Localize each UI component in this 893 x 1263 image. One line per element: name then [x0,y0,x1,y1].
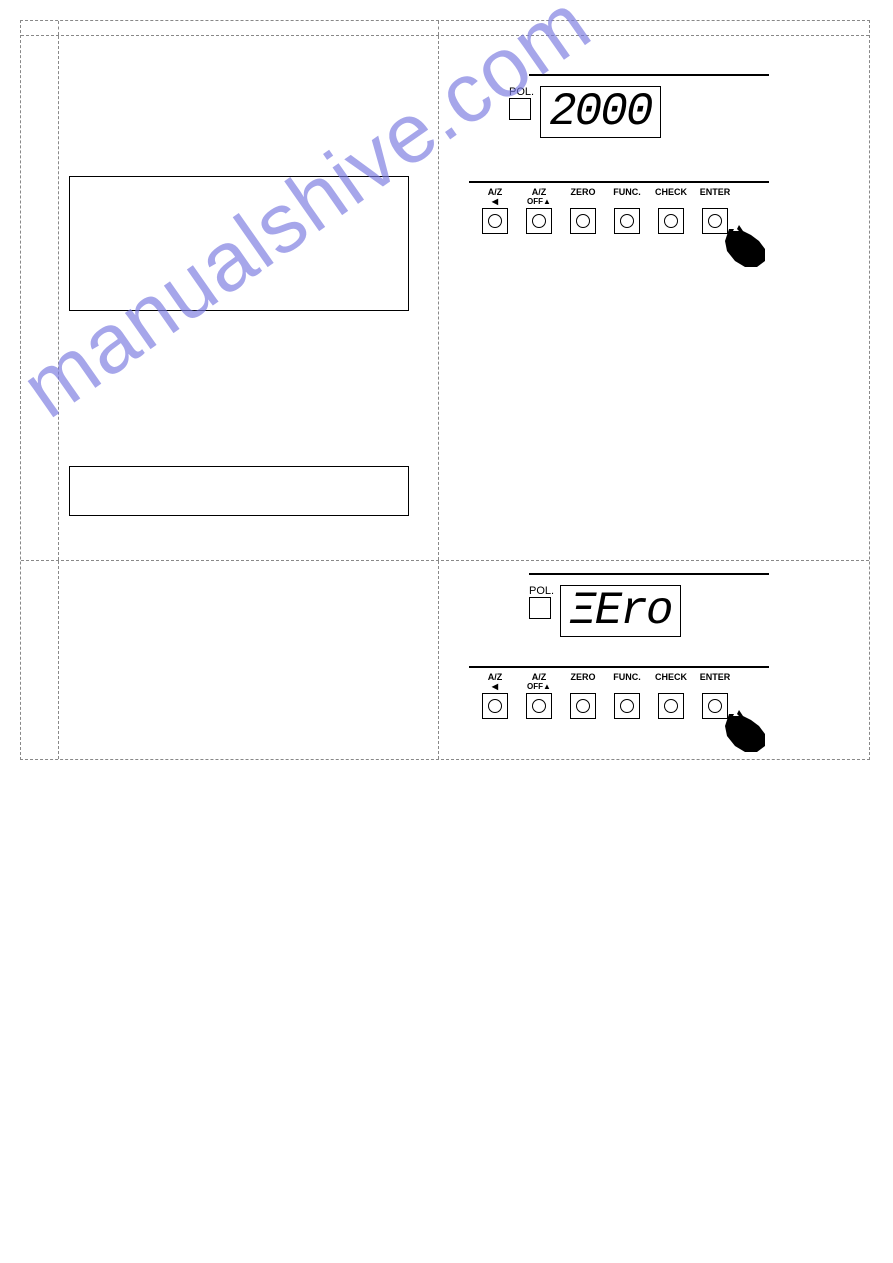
pol-label: POL. [509,86,534,98]
button-circle [488,699,502,713]
table-header-row [21,21,869,36]
divider-line [529,74,769,76]
button-box [614,208,640,234]
button-label: CHECK [655,673,687,691]
divider-line [469,666,769,668]
divider-line [529,573,769,575]
document-page: POL. 2000 A/Z◀ A/ZOFF▲ ZERO [20,20,870,760]
zero-button[interactable]: ZERO [565,188,601,234]
func-button[interactable]: FUNC. [609,188,645,234]
pol-box [509,98,531,120]
button-box [658,693,684,719]
button-label: ENTER [700,188,731,206]
button-row: A/Z◀ A/ZOFF▲ ZERO FUNC. CHECK [477,188,733,234]
button-circle [620,214,634,228]
button-label: A/Z◀ [488,188,503,206]
display-group: POL. ΞEro [529,585,681,637]
button-box [482,693,508,719]
header-cell-2 [59,21,439,35]
zero-button[interactable]: ZERO [565,673,601,719]
check-button[interactable]: CHECK [653,188,689,234]
button-circle [532,214,546,228]
az-off-button[interactable]: A/ZOFF▲ [521,673,557,719]
button-label: CHECK [655,188,687,206]
display-value: ΞEro [569,588,671,634]
pol-label: POL. [529,585,554,597]
note-box [69,176,409,311]
button-label: ENTER [700,673,731,691]
button-label: FUNC. [613,188,641,206]
az-left-button[interactable]: A/Z◀ [477,673,513,719]
check-button[interactable]: CHECK [653,673,689,719]
header-cell-1 [21,21,59,35]
pointing-hand-icon [719,706,769,756]
button-label: A/ZOFF▲ [527,673,551,691]
panel-cell: POL. ΞEro A/Z◀ A/ZOFF▲ ZERO [439,561,869,759]
button-circle [576,214,590,228]
button-label: A/ZOFF▲ [527,188,551,206]
note-box [69,466,409,516]
button-circle [576,699,590,713]
table-row: POL. ΞEro A/Z◀ A/ZOFF▲ ZERO [21,561,869,759]
az-off-button[interactable]: A/ZOFF▲ [521,188,557,234]
func-button[interactable]: FUNC. [609,673,645,719]
button-label: ZERO [570,188,595,206]
button-circle [664,214,678,228]
description-cell [59,36,439,560]
panel-cell: POL. 2000 A/Z◀ A/ZOFF▲ ZERO [439,36,869,560]
button-box [482,208,508,234]
button-circle [532,699,546,713]
button-circle [620,699,634,713]
button-box [570,208,596,234]
button-label: FUNC. [613,673,641,691]
pol-indicator: POL. [509,86,534,120]
button-box [526,693,552,719]
button-box [526,208,552,234]
pol-indicator: POL. [529,585,554,619]
button-circle [664,699,678,713]
divider-line [469,181,769,183]
button-box [614,693,640,719]
button-circle [488,214,502,228]
button-label: ZERO [570,673,595,691]
button-box [658,208,684,234]
step-number-cell [21,36,59,560]
lcd-display: ΞEro [560,585,680,637]
table-row: POL. 2000 A/Z◀ A/ZOFF▲ ZERO [21,36,869,561]
display-group: POL. 2000 [509,86,661,138]
az-left-button[interactable]: A/Z◀ [477,188,513,234]
step-number-cell [21,561,59,759]
description-cell [59,561,439,759]
pol-box [529,597,551,619]
button-row: A/Z◀ A/ZOFF▲ ZERO FUNC. CHECK [477,673,733,719]
lcd-display: 2000 [540,86,660,138]
display-value: 2000 [549,89,651,135]
header-cell-3 [439,21,869,35]
pointing-hand-icon [719,221,769,271]
button-box [570,693,596,719]
button-label: A/Z◀ [488,673,503,691]
